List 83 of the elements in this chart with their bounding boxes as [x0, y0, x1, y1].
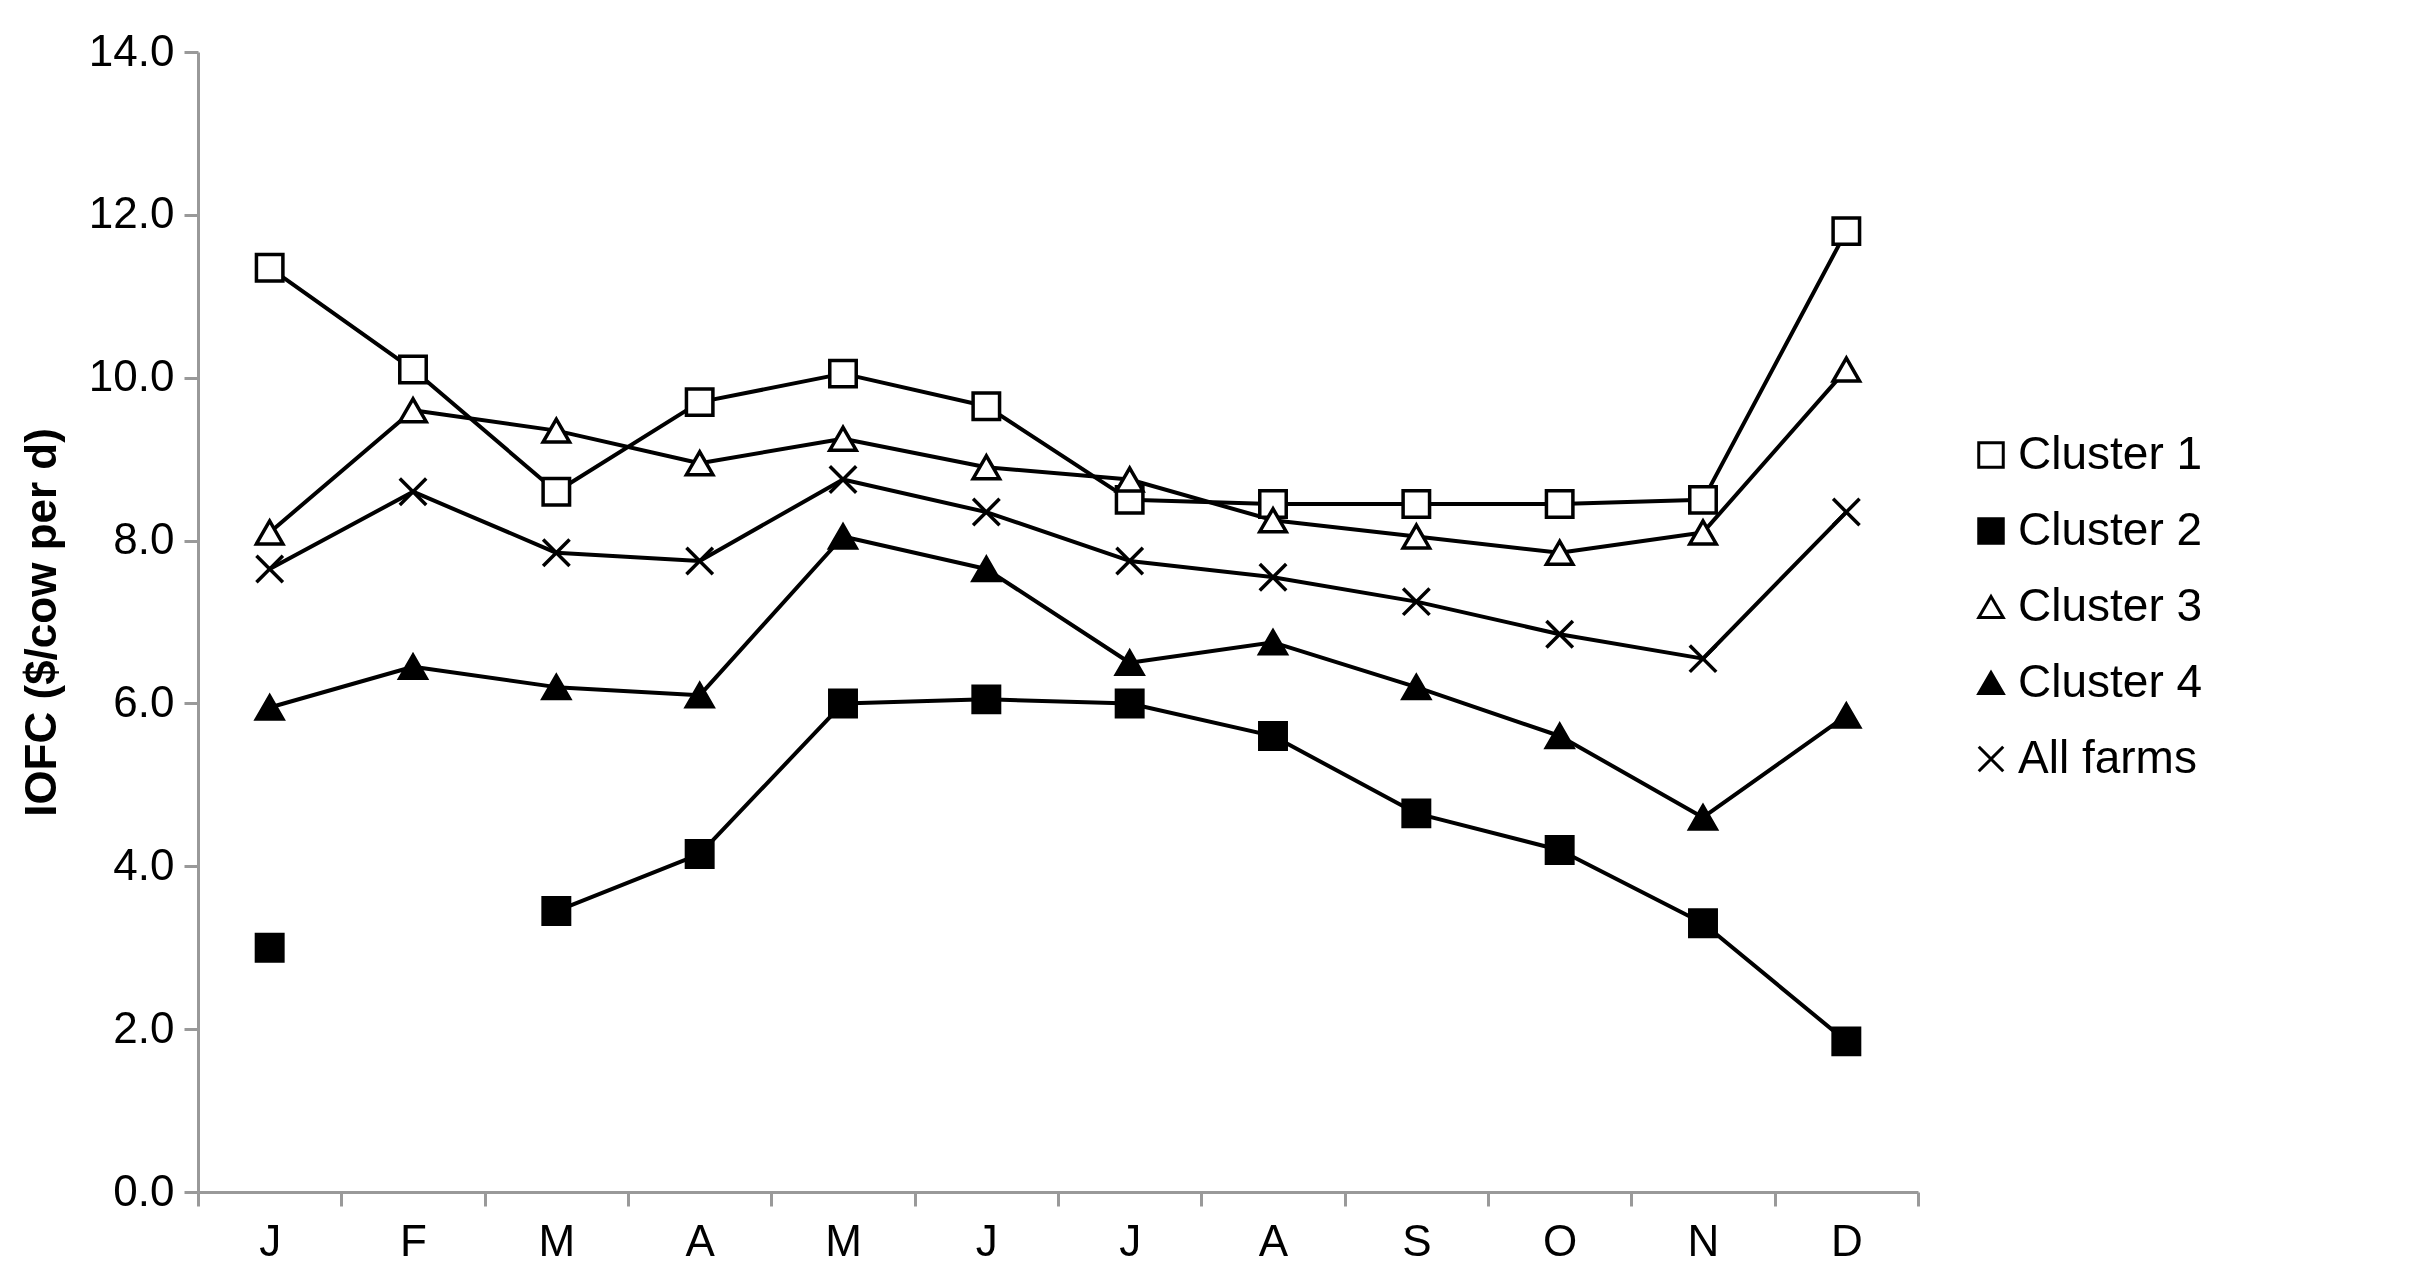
- point: [828, 425, 858, 452]
- point: [1401, 488, 1432, 519]
- x-tick-label: N: [1687, 1215, 1720, 1265]
- x-tick-label: A: [685, 1215, 716, 1265]
- point: [1114, 545, 1145, 576]
- point: [1831, 702, 1862, 729]
- point: [1544, 619, 1575, 650]
- point: [1544, 722, 1575, 750]
- point: [541, 896, 572, 927]
- point: [1401, 586, 1432, 617]
- y-tick-label: 14.0: [88, 25, 175, 75]
- x-tick-label: J: [1119, 1215, 1142, 1265]
- point: [1544, 835, 1575, 865]
- point: [1688, 519, 1718, 546]
- legend-label: Cluster 3: [2018, 579, 2203, 631]
- point: [1258, 629, 1288, 656]
- point: [1258, 721, 1288, 751]
- point: [1688, 484, 1718, 515]
- point: [1831, 356, 1862, 383]
- y-tick-label: 0.0: [113, 1165, 175, 1215]
- point: [1544, 488, 1575, 519]
- point: [684, 450, 715, 477]
- point: [684, 682, 715, 709]
- point: [828, 523, 858, 550]
- y-tick-label: 12.0: [88, 188, 175, 238]
- x-tick-label: D: [1830, 1215, 1863, 1265]
- point: [828, 688, 858, 719]
- point: [398, 397, 428, 424]
- x-tick-label: J: [975, 1215, 998, 1265]
- point: [1258, 562, 1288, 593]
- x-tick-label: S: [1402, 1215, 1432, 1265]
- point: [971, 391, 1002, 422]
- point: [398, 354, 428, 385]
- point: [541, 417, 572, 444]
- y-axis-title: IOFC ($/cow per d): [15, 428, 65, 817]
- y-tick-label: 6.0: [113, 676, 175, 726]
- legend-label: Cluster 4: [2018, 655, 2203, 707]
- legend-label: All farms: [2018, 731, 2197, 783]
- point: [254, 694, 285, 721]
- y-tick-label: 2.0: [113, 1002, 175, 1052]
- y-tick-label: 4.0: [113, 839, 175, 889]
- point: [684, 839, 715, 870]
- y-tick-label: 10.0: [88, 351, 175, 401]
- point: [254, 519, 285, 546]
- point: [971, 684, 1002, 715]
- point: [684, 545, 715, 576]
- point: [1688, 643, 1718, 674]
- point: [1401, 673, 1432, 701]
- point: [541, 476, 572, 507]
- y-tick-label: 8.0: [113, 514, 175, 564]
- point: [541, 537, 572, 568]
- point: [1401, 798, 1432, 829]
- point: [971, 497, 1002, 528]
- point: [1113, 647, 1146, 676]
- point: [971, 555, 1002, 583]
- point: [1831, 1026, 1862, 1057]
- point: [684, 387, 715, 418]
- point: [1258, 507, 1288, 534]
- point: [828, 464, 858, 495]
- x-tick-label: A: [1258, 1215, 1289, 1265]
- point: [971, 454, 1002, 481]
- point: [398, 476, 428, 507]
- point: [1401, 523, 1432, 550]
- point: [1688, 804, 1718, 831]
- point: [1114, 688, 1145, 719]
- point: [254, 932, 285, 963]
- point: [398, 653, 428, 680]
- point: [541, 673, 572, 701]
- point: [1831, 497, 1862, 528]
- point: [254, 252, 285, 283]
- x-tick-label: M: [825, 1215, 862, 1265]
- legend-label: Cluster 1: [2018, 427, 2203, 479]
- point: [1543, 537, 1576, 566]
- x-tick-label: O: [1543, 1215, 1578, 1265]
- x-tick-label: J: [259, 1215, 282, 1265]
- point: [1688, 908, 1718, 939]
- x-tick-label: F: [400, 1215, 427, 1265]
- point: [254, 554, 285, 585]
- legend-label: Cluster 2: [2018, 503, 2203, 555]
- x-tick-label: M: [538, 1215, 576, 1265]
- point: [1114, 466, 1145, 493]
- point: [828, 358, 858, 389]
- point: [1831, 216, 1862, 247]
